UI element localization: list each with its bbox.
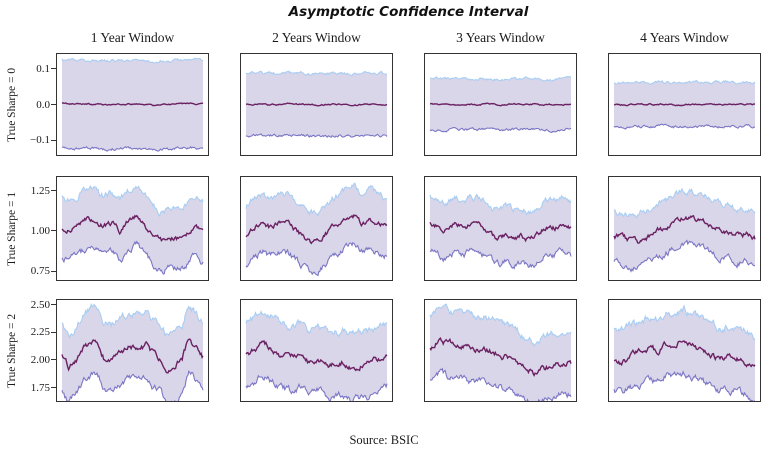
upper-bound-line <box>245 310 388 338</box>
source-note: Source: BSIC <box>349 433 419 447</box>
axes-spine <box>608 176 761 281</box>
axes-spine <box>608 299 761 402</box>
axes-spine <box>56 53 209 156</box>
y-tick-label: 1.75 <box>30 381 50 394</box>
subplot-sharpe2-3y <box>424 299 577 402</box>
upper-bound-line <box>429 75 572 82</box>
y-tick-mark <box>51 139 56 141</box>
axes-spine <box>240 299 393 402</box>
sharpe-estimate-line <box>61 102 204 107</box>
lower-bound-line <box>245 241 388 277</box>
y-tick-mark <box>51 190 56 192</box>
subplot-sharpe1-4y <box>608 176 761 281</box>
lower-bound-line <box>429 126 572 133</box>
subplot-sharpe0-3y <box>424 53 577 156</box>
y-tick-mark <box>51 230 56 232</box>
y-tick-label: 0.75 <box>30 265 50 278</box>
subplot-sharpe0-2y <box>240 53 393 156</box>
confidence-band <box>62 186 203 274</box>
confidence-band <box>430 76 571 133</box>
subplot-sharpe2-1y <box>56 299 209 402</box>
col-header-2-years: 2 Years Window <box>272 30 361 45</box>
lower-bound-line <box>61 145 204 152</box>
y-tick-mark <box>51 68 56 70</box>
y-tick-label: 2.50 <box>30 298 50 311</box>
upper-bound-line <box>613 304 756 342</box>
axes-spine <box>424 299 577 402</box>
y-tick-label: 2.25 <box>30 326 50 339</box>
y-tick-mark <box>51 387 56 389</box>
lower-bound-line <box>245 133 388 138</box>
y-tick-label: 0.0 <box>36 98 50 111</box>
upper-bound-line <box>613 79 756 85</box>
subplot-sharpe0-1y <box>56 53 209 156</box>
sharpe-estimate-line <box>613 214 756 244</box>
subplot-sharpe0-4y <box>608 53 761 156</box>
sharpe-estimate-line <box>245 339 388 372</box>
sharpe-estimate-line <box>61 214 204 242</box>
subplot-sharpe2-4y <box>608 299 761 402</box>
confidence-band <box>430 304 571 402</box>
col-header-4-years: 4 Years Window <box>640 30 729 45</box>
sharpe-estimate-line <box>61 338 204 374</box>
y-tick-mark <box>51 331 56 333</box>
sharpe-estimate-line <box>613 102 756 107</box>
confidence-band <box>614 189 755 272</box>
axes-spine <box>608 53 761 156</box>
y-tick-mark <box>51 270 56 272</box>
axes-spine <box>240 53 393 156</box>
sharpe-estimate-line <box>429 102 572 107</box>
y-tick-label: 1.25 <box>30 184 50 197</box>
axes-spine <box>424 53 577 156</box>
confidence-band <box>430 194 571 269</box>
axes-spine <box>56 176 209 281</box>
confidence-band <box>246 311 387 402</box>
axes-spine <box>240 176 393 281</box>
upper-bound-line <box>245 182 388 217</box>
y-tick-mark <box>51 304 56 306</box>
sharpe-estimate-line <box>245 102 388 107</box>
y-tick-label: 2.00 <box>30 353 50 366</box>
subplot-sharpe1-1y <box>56 176 209 281</box>
chart-title: Asymptotic Confidence Interval <box>288 4 529 20</box>
col-header-1-year: 1 Year Window <box>90 30 175 45</box>
lower-bound-line <box>613 239 756 273</box>
upper-bound-line <box>429 193 572 216</box>
upper-bound-line <box>613 187 756 219</box>
axes-spine <box>424 176 577 281</box>
lower-bound-line <box>245 374 388 402</box>
col-header-3-years: 3 Years Window <box>456 30 545 45</box>
upper-bound-line <box>61 302 204 340</box>
upper-bound-line <box>61 57 204 64</box>
upper-bound-line <box>61 185 204 218</box>
y-tick-label: 1.00 <box>30 224 50 237</box>
upper-bound-line <box>429 303 572 347</box>
lower-bound-line <box>429 246 572 270</box>
sharpe-estimate-line <box>245 214 388 245</box>
confidence-band <box>62 304 203 402</box>
lower-bound-line <box>613 370 756 402</box>
sharpe-estimate-line <box>429 221 572 243</box>
sharpe-estimate-line <box>429 337 572 378</box>
subplot-sharpe2-2y <box>240 299 393 402</box>
y-tick-mark <box>51 359 56 361</box>
subplot-sharpe1-3y <box>424 176 577 281</box>
sharpe-estimate-line <box>613 340 756 368</box>
lower-bound-line <box>61 370 204 402</box>
subplot-sharpe1-2y <box>240 176 393 281</box>
y-tick-label: 0.1 <box>36 62 50 75</box>
y-tick-mark <box>51 104 56 105</box>
confidence-band <box>246 71 387 138</box>
lower-bound-line <box>613 123 756 130</box>
lower-bound-line <box>61 240 204 275</box>
lower-bound-line <box>429 367 572 402</box>
axes-spine <box>56 299 209 402</box>
y-tick-label: −0.1 <box>30 134 50 147</box>
upper-bound-line <box>245 70 388 77</box>
